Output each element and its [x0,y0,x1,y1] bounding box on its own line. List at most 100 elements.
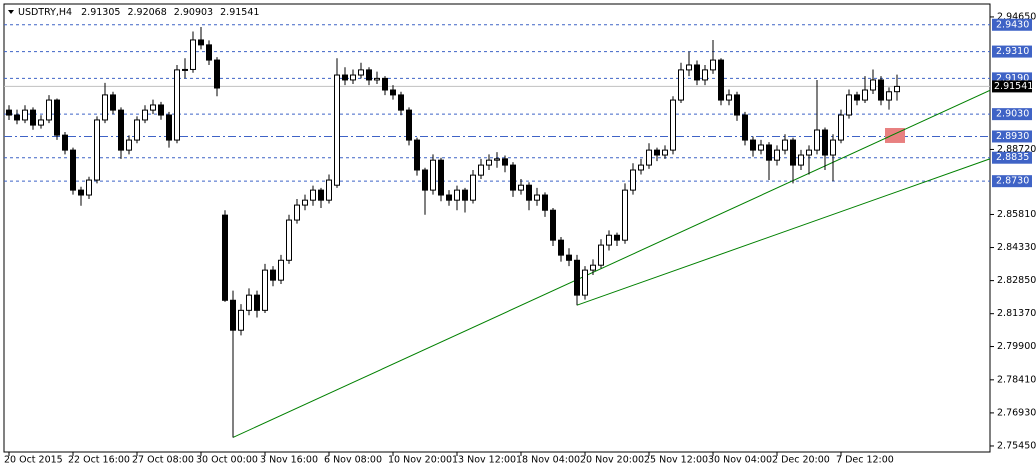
candle-body [886,91,892,101]
candle-body [126,139,132,151]
candle-body [270,269,276,281]
x-tick-label: 22 Oct 16:00 [68,455,130,466]
y-tick-label: 2.88720 [997,144,1036,155]
candle-body [454,189,460,201]
candle-body [190,39,196,70]
candle-body [22,109,28,121]
candle-body [566,254,572,261]
candle-body [30,109,36,126]
candle-body [174,69,180,141]
candle-body [686,64,692,71]
candle-body [142,109,148,121]
candle-body [782,139,788,151]
candle-body [166,114,172,141]
y-tick-label: 2.78410 [997,374,1036,385]
candle-body [14,114,20,121]
candle-body [662,149,668,156]
candle-body [102,94,108,121]
candle-body [766,144,772,161]
candle-body [742,114,748,141]
candle-body [358,69,364,76]
candle-body [862,89,868,101]
x-tick-label: 20 Nov 20:00 [580,455,644,466]
candle-body [62,134,68,151]
candle-body [78,189,84,196]
candle-body [470,174,476,201]
candle-body [390,89,396,96]
candle-body [894,85,900,93]
header-high: 2.92068 [127,7,166,18]
candle-body [822,129,828,156]
level-label: 2.9430 [996,19,1029,30]
candle-body [278,259,284,281]
candle-body [478,164,484,176]
candle-body [598,244,604,266]
symbol: USDTRY,H4 [18,7,72,18]
candle-body [590,264,596,271]
y-tick-label: 2.84330 [997,242,1036,253]
candle-body [558,239,564,256]
candle-body [574,259,580,296]
candle-body [438,159,444,196]
y-tick-label: 2.81370 [997,308,1036,319]
candle-body [54,99,60,136]
candle-body [182,68,188,71]
candle-body [494,158,500,161]
x-tick-label: 18 Nov 04:00 [516,455,580,466]
y-tick-label: 2.79900 [997,341,1036,352]
candle-body [6,109,12,116]
candle-body [350,74,356,81]
x-tick-label: 30 Oct 00:00 [196,455,258,466]
candle-body [206,44,212,61]
candle-body [622,189,628,241]
candle-body [806,149,812,156]
candle-body [262,269,268,311]
level-label-box [992,108,1032,121]
candle-body [422,169,428,191]
header-open: 2.91305 [81,7,120,18]
header: USDTRY,H4 2.91305 2.92068 2.90903 2.9154… [18,7,259,18]
x-tick-label: 2 Dec 20:00 [772,455,830,466]
plot-frame [3,3,991,453]
candle-body [542,194,548,211]
candle-body [518,184,524,191]
candle-body [774,149,780,161]
candle-body [158,104,164,116]
candle-body [606,234,612,246]
candle-body [246,294,252,311]
candle-body [214,59,220,89]
candle-body [462,189,468,201]
candle-body [670,99,676,151]
x-tick-label: 3 Nov 16:00 [260,455,318,466]
candle-body [734,94,740,116]
candle-body [374,77,380,81]
candle-body [398,94,404,111]
menu-arrow [8,10,14,14]
candle-body [134,119,140,141]
level-label-box [992,175,1032,188]
candle-body [94,119,100,181]
candle-body [86,179,92,196]
candle-body [630,169,636,191]
candle-body [286,219,292,261]
candle-body [310,189,316,201]
candle-body [198,39,204,46]
header-close: 2.91541 [220,7,259,18]
candle-body [294,204,300,221]
candle-body [726,94,732,101]
candle-body [382,77,388,91]
candle-body [366,69,372,81]
candle-body [718,59,724,101]
y-tick-label: 2.85810 [997,209,1036,220]
x-tick-label: 10 Nov 20:00 [388,455,452,466]
candle-body [878,79,884,101]
x-tick-label: 13 Nov 12:00 [452,455,516,466]
candle-body [614,234,620,241]
candle-body [798,154,804,166]
candle-body [814,129,820,151]
plot-area [4,24,990,438]
candle-body [790,139,796,166]
candle-body [222,214,228,301]
candle-body [870,79,876,91]
